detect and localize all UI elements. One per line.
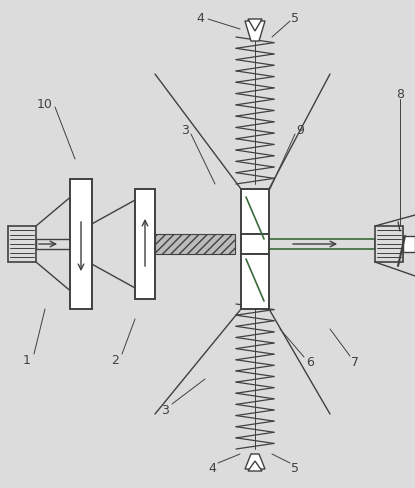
Text: 5: 5 [291,461,299,473]
Text: 8: 8 [396,88,404,102]
Bar [155,235,235,254]
Polygon shape [248,461,262,471]
Text: 2: 2 [111,353,119,366]
Text: 1: 1 [23,353,31,366]
Polygon shape [245,454,265,469]
Text: 9: 9 [296,123,304,136]
Bar [241,254,269,309]
Bar [269,240,375,249]
Text: 10: 10 [37,98,53,111]
Bar [36,240,70,249]
Bar [8,226,36,263]
Text: 5: 5 [291,12,299,24]
Polygon shape [248,20,262,32]
Bar [241,235,269,254]
Text: 3: 3 [161,403,169,416]
Bar [403,237,415,252]
Text: 4: 4 [208,461,216,473]
Bar [70,180,92,309]
Bar [375,226,403,263]
Bar [241,190,269,244]
Bar [135,190,155,299]
Text: 3: 3 [181,123,189,136]
Text: 6: 6 [306,355,314,368]
Text: 4: 4 [196,12,204,24]
Text: 7: 7 [351,355,359,368]
Polygon shape [245,22,265,42]
